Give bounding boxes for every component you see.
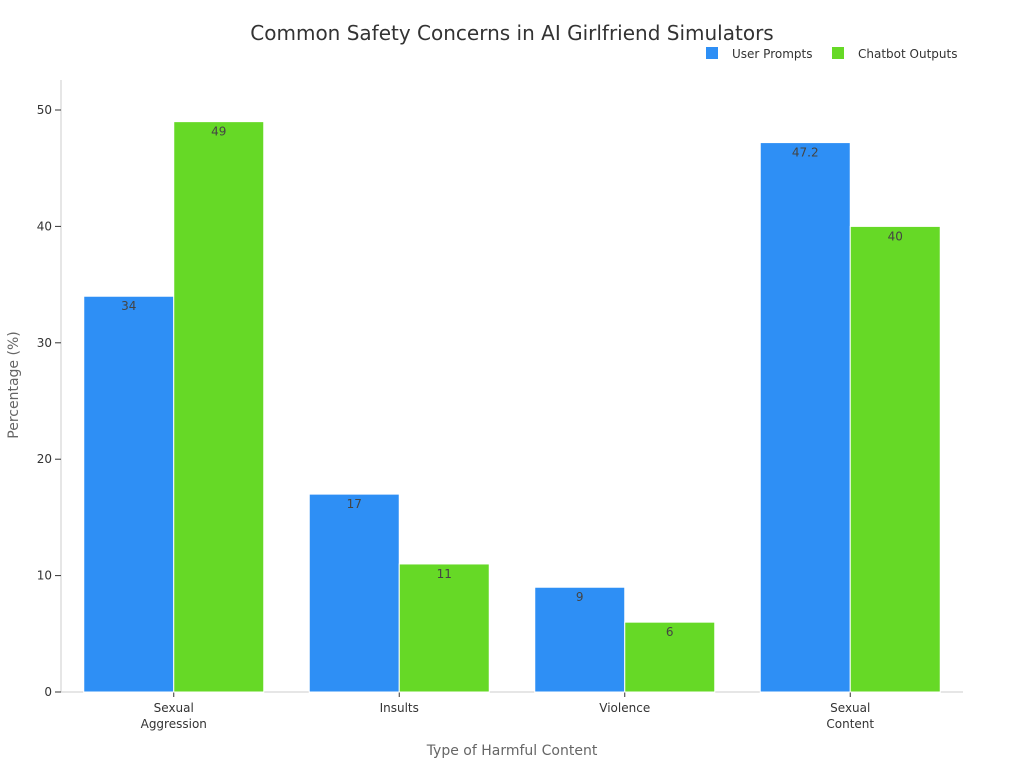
data-label: 17 [347, 497, 362, 511]
x-tick-label: Violence [599, 701, 650, 715]
y-axis-label: Percentage (%) [6, 331, 22, 438]
bar-user-prompts [83, 295, 175, 693]
data-label: 6 [666, 625, 674, 639]
y-axis: 0 10 20 30 40 50 [37, 80, 62, 699]
y-tick-label: 50 [37, 103, 52, 117]
x-tick-label: Insults [380, 701, 419, 715]
legend-swatch [706, 47, 718, 59]
data-label: 40 [888, 229, 903, 243]
bar-chatbot-outputs [849, 225, 941, 693]
data-label: 11 [437, 567, 452, 581]
x-axis: Sexual Aggression Insults Violence Sexual Con… [61, 691, 963, 731]
x-axis-label: Type of Harmful Content [426, 743, 598, 759]
bar-chatbot-outputs [398, 563, 490, 693]
legend-swatch [832, 47, 844, 59]
y-tick-label: 20 [37, 452, 52, 466]
legend: User Prompts Chatbot Outputs [706, 47, 957, 61]
x-tick-label: Sexual Aggression [141, 701, 207, 731]
bars [83, 121, 941, 693]
data-label: 9 [576, 590, 584, 604]
data-label: 34 [121, 299, 136, 313]
legend-label: Chatbot Outputs [858, 47, 957, 61]
bar-chatbot-outputs [173, 121, 265, 693]
data-label: 49 [211, 125, 226, 139]
bar-user-prompts [534, 586, 626, 693]
x-tick-label: Sexual Content [826, 701, 874, 731]
y-tick-label: 0 [44, 685, 52, 699]
legend-label: User Prompts [732, 47, 812, 61]
data-label: 47.2 [792, 146, 819, 160]
chart-title: Common Safety Concerns in AI Girlfriend … [250, 21, 773, 45]
y-tick-label: 40 [37, 219, 52, 233]
bar-chatbot-outputs [624, 621, 716, 693]
y-tick-label: 10 [37, 569, 52, 583]
bar-user-prompts [308, 493, 400, 693]
y-tick-label: 30 [37, 336, 52, 350]
bar-user-prompts [759, 142, 851, 693]
data-labels: 34 49 17 11 9 6 47.2 40 [121, 125, 903, 640]
